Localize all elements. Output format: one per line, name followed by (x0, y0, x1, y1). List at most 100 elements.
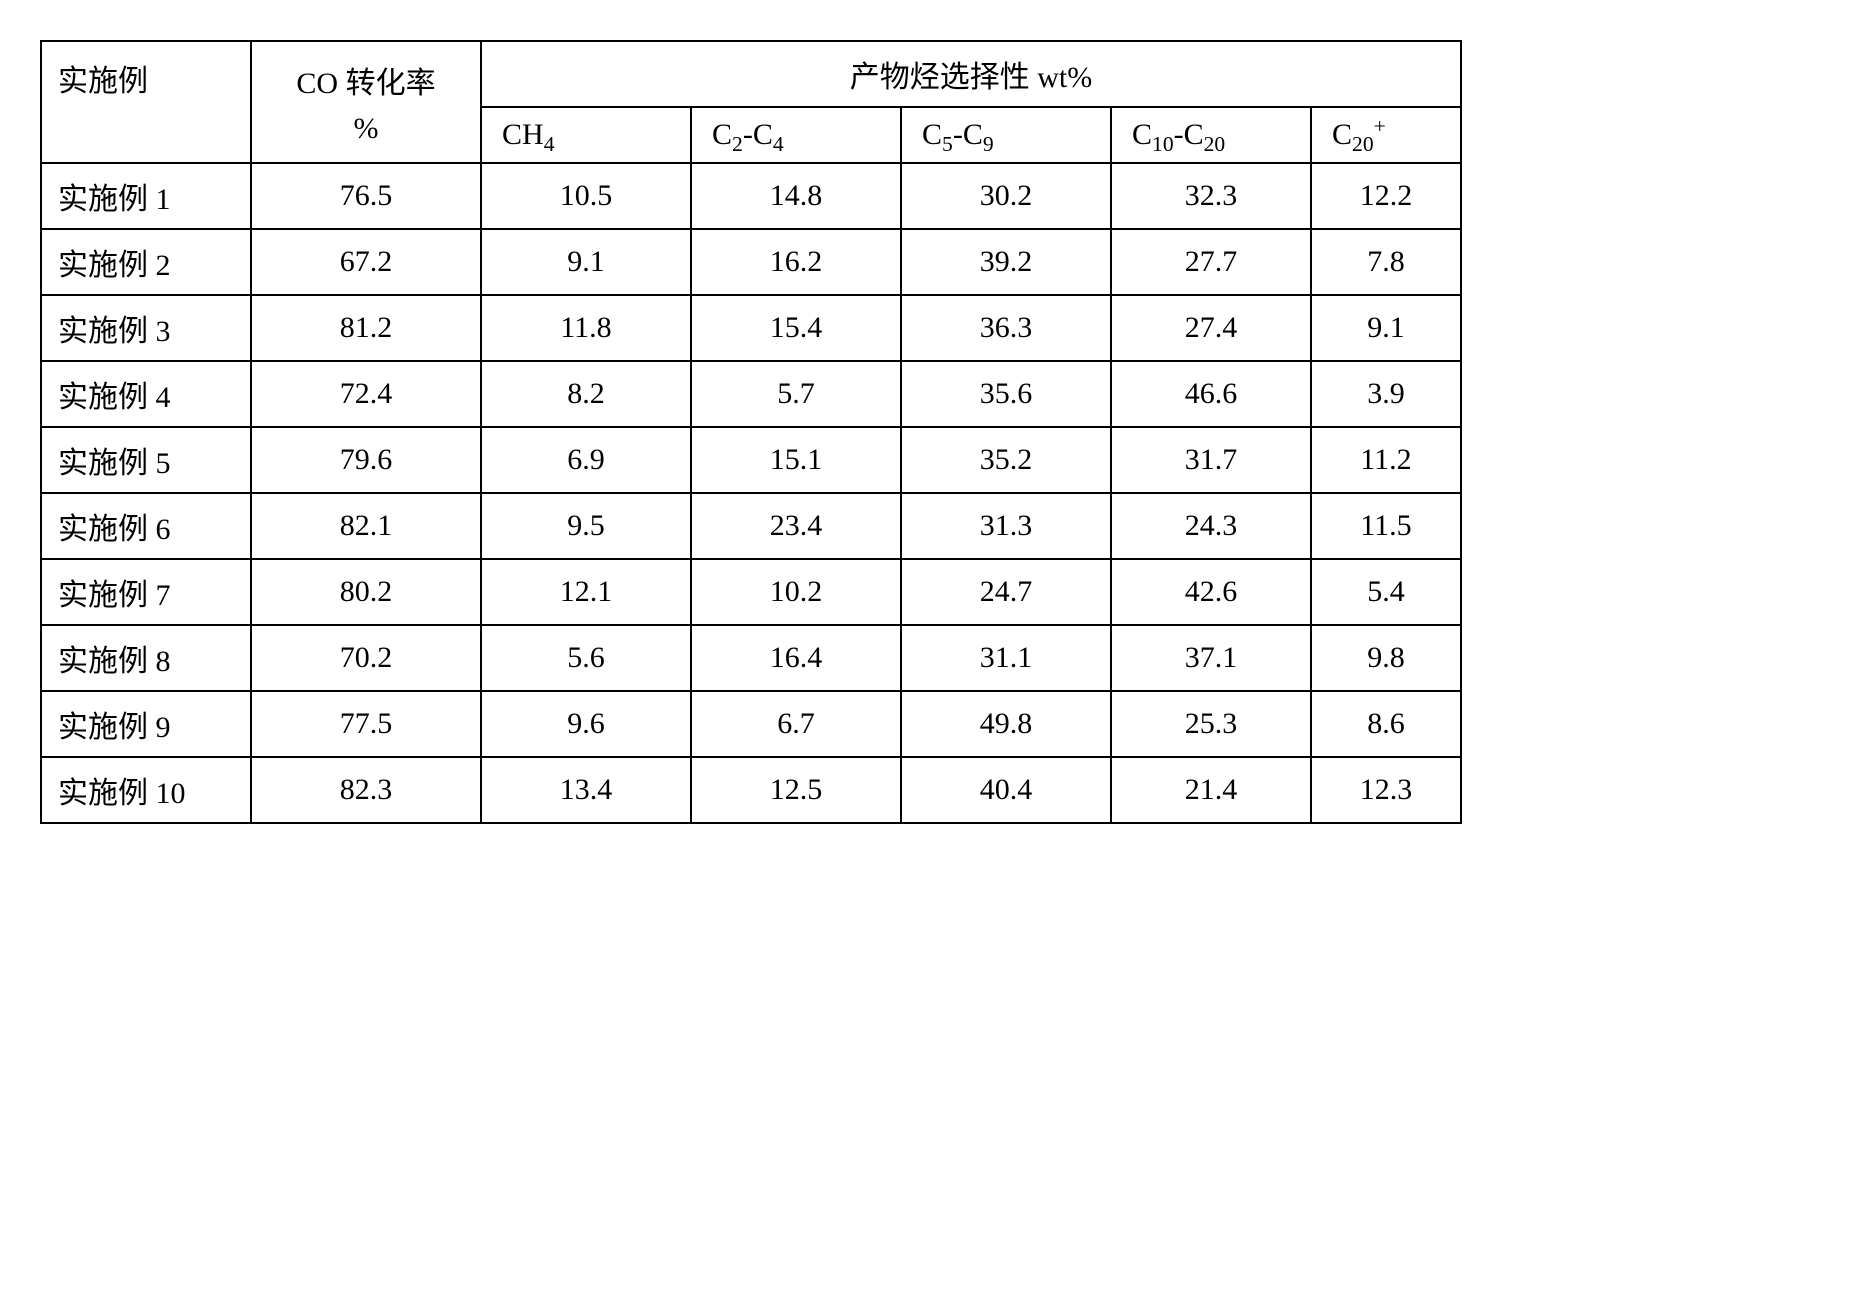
cell-c20p: 3.9 (1311, 361, 1461, 427)
c20p-sup: + (1374, 114, 1386, 138)
cell-example: 实施例 7 (41, 559, 251, 625)
catalyst-results-table-wrapper: 实施例 CO 转化率 % 产物烃选择性 wt% CH4 C2-C4 C5-C9 … (40, 40, 1462, 824)
cell-co: 82.3 (251, 757, 481, 823)
cell-c2c4: 14.8 (691, 163, 901, 229)
c10c20-r-sub: 20 (1204, 132, 1226, 156)
cell-c20p: 12.2 (1311, 163, 1461, 229)
cell-c5c9: 31.1 (901, 625, 1111, 691)
table-row: 实施例 7 80.2 12.1 10.2 24.7 42.6 5.4 (41, 559, 1461, 625)
subheader-ch4: CH4 (481, 107, 691, 163)
cell-ch4: 5.6 (481, 625, 691, 691)
cell-example: 实施例 1 (41, 163, 251, 229)
c10c20-l-sub: 10 (1152, 132, 1174, 156)
cell-c10c20: 21.4 (1111, 757, 1311, 823)
cell-c2c4: 12.5 (691, 757, 901, 823)
cell-c20p: 9.1 (1311, 295, 1461, 361)
catalyst-results-table: 实施例 CO 转化率 % 产物烃选择性 wt% CH4 C2-C4 C5-C9 … (40, 40, 1462, 824)
c5c9-l-base: C (922, 118, 942, 151)
table-row: 实施例 1 76.5 10.5 14.8 30.2 32.3 12.2 (41, 163, 1461, 229)
c5c9-r-sub: 9 (983, 132, 994, 156)
cell-co: 79.6 (251, 427, 481, 493)
cell-example: 实施例 6 (41, 493, 251, 559)
ch4-base: CH (502, 118, 544, 151)
c5c9-l-sub: 5 (942, 132, 953, 156)
table-row: 实施例 5 79.6 6.9 15.1 35.2 31.7 11.2 (41, 427, 1461, 493)
cell-c2c4: 16.2 (691, 229, 901, 295)
cell-c2c4: 5.7 (691, 361, 901, 427)
cell-c5c9: 24.7 (901, 559, 1111, 625)
c2c4-l-base: C (712, 118, 732, 151)
cell-c20p: 8.6 (1311, 691, 1461, 757)
cell-ch4: 9.1 (481, 229, 691, 295)
c20p-sub: 20 (1352, 132, 1374, 156)
cell-c2c4: 10.2 (691, 559, 901, 625)
cell-ch4: 6.9 (481, 427, 691, 493)
cell-co: 82.1 (251, 493, 481, 559)
subheader-c5c9: C5-C9 (901, 107, 1111, 163)
cell-co: 80.2 (251, 559, 481, 625)
cell-c5c9: 35.2 (901, 427, 1111, 493)
cell-c5c9: 31.3 (901, 493, 1111, 559)
cell-c5c9: 30.2 (901, 163, 1111, 229)
cell-c5c9: 35.6 (901, 361, 1111, 427)
cell-ch4: 10.5 (481, 163, 691, 229)
cell-c10c20: 25.3 (1111, 691, 1311, 757)
cell-co: 76.5 (251, 163, 481, 229)
table-row: 实施例 10 82.3 13.4 12.5 40.4 21.4 12.3 (41, 757, 1461, 823)
cell-c20p: 11.5 (1311, 493, 1461, 559)
cell-c20p: 5.4 (1311, 559, 1461, 625)
cell-c10c20: 27.4 (1111, 295, 1311, 361)
cell-example: 实施例 4 (41, 361, 251, 427)
cell-co: 70.2 (251, 625, 481, 691)
header-row-1: 实施例 CO 转化率 % 产物烃选择性 wt% (41, 41, 1461, 107)
c2c4-r-base: C (753, 118, 773, 151)
subheader-c10c20: C10-C20 (1111, 107, 1311, 163)
cell-c2c4: 6.7 (691, 691, 901, 757)
cell-ch4: 12.1 (481, 559, 691, 625)
cell-c20p: 7.8 (1311, 229, 1461, 295)
cell-c20p: 11.2 (1311, 427, 1461, 493)
cell-c5c9: 40.4 (901, 757, 1111, 823)
cell-c20p: 12.3 (1311, 757, 1461, 823)
cell-example: 实施例 10 (41, 757, 251, 823)
table-row: 实施例 6 82.1 9.5 23.4 31.3 24.3 11.5 (41, 493, 1461, 559)
cell-c10c20: 32.3 (1111, 163, 1311, 229)
cell-c5c9: 49.8 (901, 691, 1111, 757)
cell-ch4: 9.5 (481, 493, 691, 559)
header-co-conversion: CO 转化率 % (251, 41, 481, 163)
c10c20-r-base: C (1184, 118, 1204, 151)
c2c4-sep: - (743, 118, 753, 151)
subheader-c2c4: C2-C4 (691, 107, 901, 163)
ch4-sub: 4 (544, 132, 555, 156)
cell-example: 实施例 8 (41, 625, 251, 691)
cell-c10c20: 37.1 (1111, 625, 1311, 691)
cell-c5c9: 36.3 (901, 295, 1111, 361)
cell-ch4: 13.4 (481, 757, 691, 823)
c10c20-sep: - (1174, 118, 1184, 151)
c10c20-l-base: C (1132, 118, 1152, 151)
cell-example: 实施例 3 (41, 295, 251, 361)
cell-co: 72.4 (251, 361, 481, 427)
cell-c2c4: 15.4 (691, 295, 901, 361)
cell-ch4: 8.2 (481, 361, 691, 427)
cell-c10c20: 27.7 (1111, 229, 1311, 295)
cell-ch4: 11.8 (481, 295, 691, 361)
subheader-c20plus: C20+ (1311, 107, 1461, 163)
cell-c2c4: 16.4 (691, 625, 901, 691)
c5c9-sep: - (953, 118, 963, 151)
cell-example: 实施例 9 (41, 691, 251, 757)
cell-co: 67.2 (251, 229, 481, 295)
table-row: 实施例 4 72.4 8.2 5.7 35.6 46.6 3.9 (41, 361, 1461, 427)
c2c4-r-sub: 4 (773, 132, 784, 156)
cell-example: 实施例 5 (41, 427, 251, 493)
cell-co: 77.5 (251, 691, 481, 757)
cell-c2c4: 15.1 (691, 427, 901, 493)
c5c9-r-base: C (963, 118, 983, 151)
header-co-line2: % (268, 102, 464, 146)
header-selectivity: 产物烃选择性 wt% (481, 41, 1461, 107)
c20p-base: C (1332, 118, 1352, 151)
cell-example: 实施例 2 (41, 229, 251, 295)
cell-c10c20: 42.6 (1111, 559, 1311, 625)
header-example: 实施例 (41, 41, 251, 163)
table-row: 实施例 3 81.2 11.8 15.4 36.3 27.4 9.1 (41, 295, 1461, 361)
